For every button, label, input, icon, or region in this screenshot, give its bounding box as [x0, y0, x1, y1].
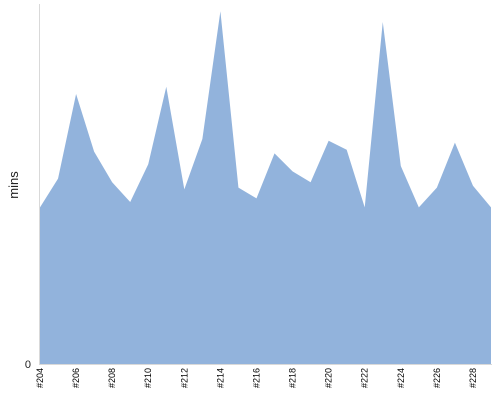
- x-tick-label: #206: [71, 368, 81, 388]
- x-tick-label: #226: [432, 368, 442, 388]
- data-point-216: [255, 197, 258, 200]
- x-tick-label: #208: [107, 368, 117, 388]
- x-tick-label: #228: [468, 368, 478, 388]
- x-tick-labels: #204 #206 #208 #210 #212 #214 #216 #218 #220 #222…: [35, 368, 478, 388]
- y-axis-title: mins: [6, 171, 21, 199]
- plot-area: [40, 10, 493, 364]
- data-point-226: [435, 186, 438, 189]
- data-point-207: [93, 150, 96, 153]
- x-tick-label: #210: [143, 368, 153, 388]
- data-point-218: [291, 170, 294, 173]
- area-series: [40, 11, 491, 364]
- data-point-208: [111, 181, 114, 184]
- data-point-205: [57, 177, 60, 180]
- data-point-206: [75, 93, 78, 96]
- x-tick-label: #212: [179, 368, 189, 388]
- x-tick-label: #204: [35, 368, 45, 388]
- data-point-213: [201, 138, 204, 141]
- y-tick-label-zero: 0: [25, 359, 31, 371]
- data-point-210: [147, 163, 150, 166]
- data-point-220: [327, 139, 330, 142]
- x-tick-label: #218: [288, 368, 298, 388]
- data-point-215: [237, 186, 240, 189]
- x-tick-label: #222: [360, 368, 370, 388]
- data-point-212: [183, 188, 186, 191]
- x-tick-label: #216: [251, 368, 261, 388]
- data-point-217: [273, 152, 276, 155]
- x-tick-label: #220: [324, 368, 334, 388]
- data-point-229: [490, 206, 493, 209]
- data-point-221: [345, 148, 348, 151]
- data-point-223: [381, 21, 384, 24]
- x-tick-label: #214: [215, 368, 225, 388]
- data-point-225: [417, 206, 420, 209]
- x-tick-label: #224: [396, 368, 406, 388]
- data-point-224: [399, 165, 402, 168]
- data-point-219: [309, 181, 312, 184]
- data-point-214: [219, 10, 222, 13]
- data-point-222: [363, 206, 366, 209]
- data-point-211: [165, 85, 168, 88]
- data-point-227: [453, 141, 456, 144]
- data-point-228: [471, 184, 474, 187]
- data-point-209: [129, 201, 132, 204]
